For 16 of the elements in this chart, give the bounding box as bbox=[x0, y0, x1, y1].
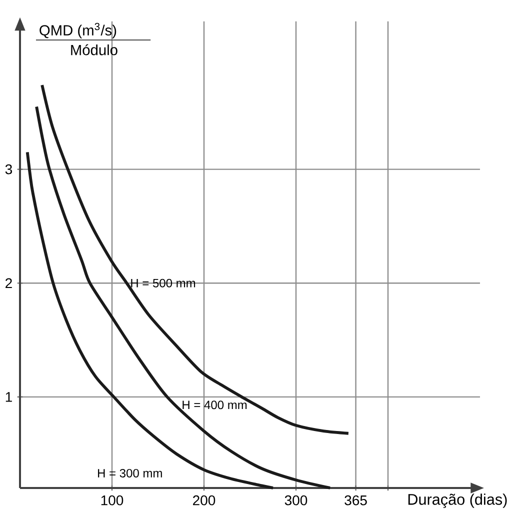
series-label: H = 300 mm bbox=[98, 468, 162, 478]
series-label: H = 400 mm bbox=[182, 400, 247, 410]
x-tick-label: 200 bbox=[193, 495, 216, 506]
series-label: H = 500 mm bbox=[131, 278, 196, 288]
x-tick-label: 300 bbox=[284, 495, 308, 506]
y-tick-label: 3 bbox=[5, 164, 12, 174]
line-series bbox=[40, 84, 350, 435]
x-tick-label: 100 bbox=[101, 495, 124, 506]
y-tick-label: 1 bbox=[6, 392, 12, 402]
x-tick-label: 365 bbox=[344, 495, 367, 506]
line-series bbox=[26, 150, 274, 490]
y-tick-label: 2 bbox=[6, 278, 12, 288]
annotation: Módulo bbox=[71, 44, 118, 56]
x-axis-title: Duração (dias) bbox=[408, 494, 507, 508]
line-series bbox=[35, 105, 332, 490]
y-axis-title: QMD (m$^{3}$/s) bbox=[40, 22, 116, 38]
